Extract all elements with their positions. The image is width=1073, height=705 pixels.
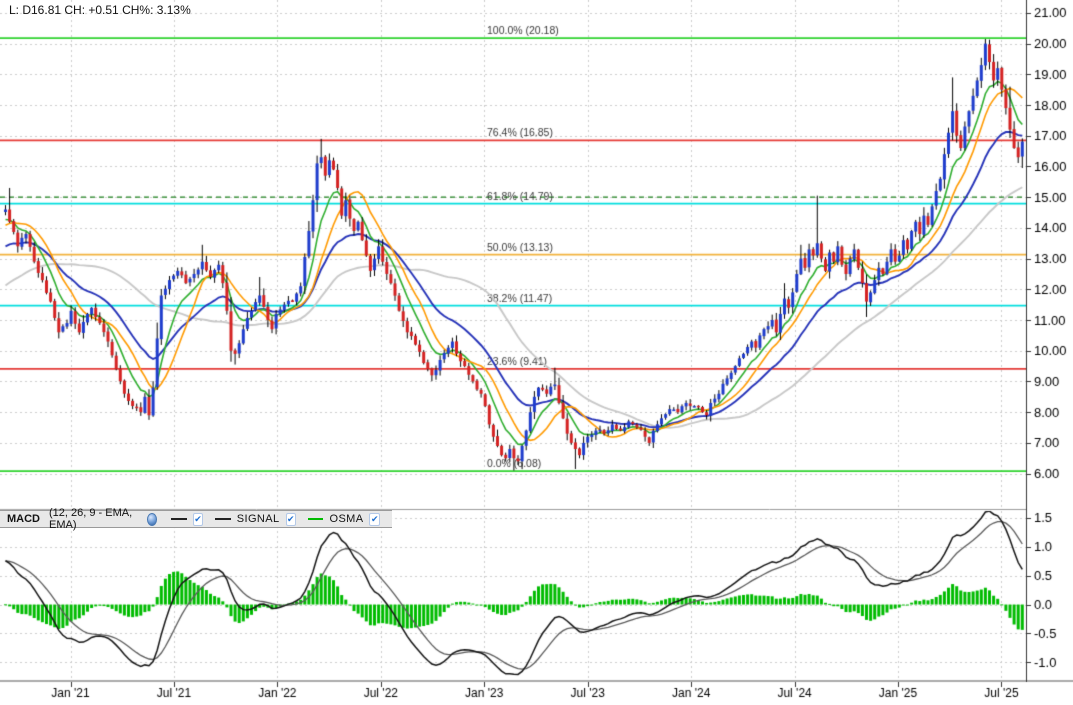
macd-visibility-checkbox[interactable]: ✔ [192, 512, 204, 526]
osma-visibility-checkbox[interactable]: ✔ [369, 512, 380, 526]
quote-text: L: D16.81 CH: +0.51 CH%: 3.13% [9, 3, 191, 17]
indicator-name-label: MACD [7, 513, 40, 525]
macd-legend-bar: MACD (12, 26, 9 - EMA, EMA) ✔ SIGNAL ✔ O… [0, 507, 392, 531]
osma-label: OSMA [329, 513, 364, 525]
quote-bar: L: D16.81 CH: +0.51 CH%: 3.13% [9, 3, 191, 17]
macd-line-sample [171, 518, 187, 520]
signal-visibility-checkbox[interactable]: ✔ [285, 512, 297, 526]
globe-icon[interactable] [146, 512, 158, 526]
signal-label: SIGNAL [236, 513, 280, 525]
osma-line-sample [308, 518, 324, 520]
signal-line-sample [215, 518, 231, 520]
indicator-params-label: (12, 26, 9 - EMA, EMA) [49, 507, 133, 531]
